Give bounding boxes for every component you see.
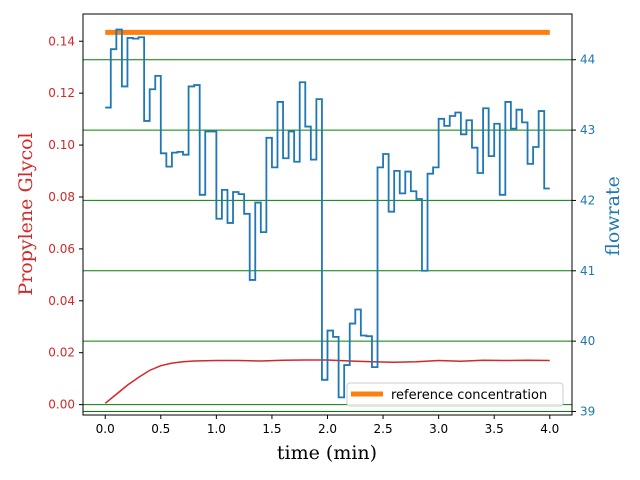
right-tick-label: 41 — [580, 264, 595, 278]
left-y-axis: 0.00 0.02 0.04 0.06 0.08 0.10 0.12 0.14 — [48, 34, 83, 412]
x-tick-label: 3.5 — [485, 422, 504, 436]
right-tick-label: 42 — [580, 193, 595, 207]
x-axis: 0.0 0.5 1.0 1.5 2.0 2.5 3.0 3.5 4.0 — [96, 415, 559, 436]
x-tick-label: 3.0 — [429, 422, 448, 436]
x-axis-title: time (min) — [277, 442, 377, 464]
propylene-glycol-line — [104, 359, 550, 404]
legend: reference concentration — [346, 382, 564, 407]
left-tick-label: 0.06 — [48, 242, 75, 256]
x-tick-label: 0.5 — [151, 422, 170, 436]
series-layer — [104, 28, 550, 404]
right-tick-label: 39 — [580, 404, 595, 418]
flowrate-step-line — [105, 28, 550, 399]
x-tick-label: 2.0 — [318, 422, 337, 436]
right-tick-label: 40 — [580, 334, 595, 348]
left-tick-label: 0.00 — [48, 398, 75, 412]
x-tick-label: 4.0 — [540, 422, 559, 436]
left-tick-label: 0.02 — [48, 346, 75, 360]
legend-label-reference: reference concentration — [391, 388, 547, 403]
left-tick-label: 0.14 — [48, 34, 75, 48]
left-tick-label: 0.10 — [48, 138, 75, 152]
legend-box — [346, 382, 564, 407]
gridlines — [83, 59, 572, 412]
x-tick-label: 2.5 — [374, 422, 393, 436]
right-axis-title: flowrate — [602, 176, 624, 256]
x-tick-label: 1.5 — [262, 422, 281, 436]
left-tick-label: 0.04 — [48, 294, 75, 308]
x-tick-label: 0.0 — [96, 422, 115, 436]
right-tick-label: 44 — [580, 53, 595, 67]
right-tick-label: 43 — [580, 123, 595, 137]
left-tick-label: 0.12 — [48, 86, 75, 100]
left-axis-title: Propylene Glycol — [15, 132, 37, 295]
right-y-axis: 39 40 41 42 43 44 — [572, 53, 595, 418]
x-tick-label: 1.0 — [207, 422, 226, 436]
left-tick-label: 0.08 — [48, 190, 75, 204]
